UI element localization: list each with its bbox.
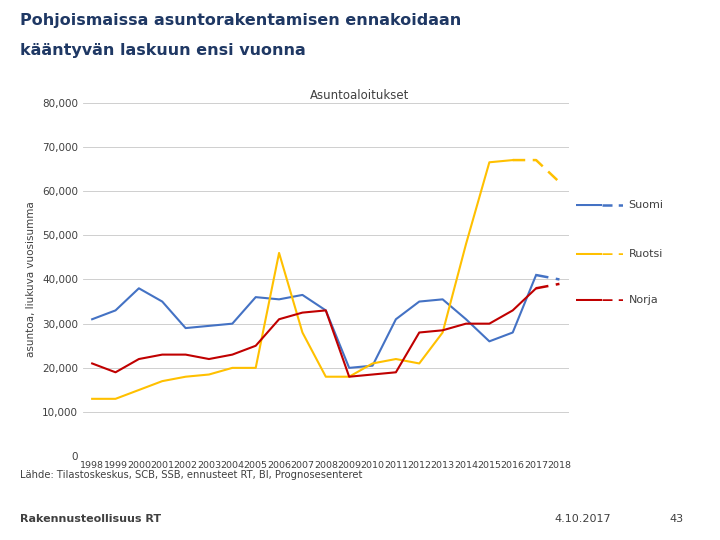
Text: 4.10.2017: 4.10.2017	[554, 514, 611, 524]
Text: Pohjoismaissa asuntorakentamisen ennakoidaan: Pohjoismaissa asuntorakentamisen ennakoi…	[20, 14, 462, 29]
Text: Ruotsi: Ruotsi	[629, 249, 663, 259]
Text: Asuntoaloitukset: Asuntoaloitukset	[310, 89, 410, 102]
Text: Norja: Norja	[629, 295, 658, 305]
Text: Rakennusteollisuus RT: Rakennusteollisuus RT	[20, 514, 161, 524]
Text: Suomi: Suomi	[629, 200, 664, 210]
Text: Lähde: Tilastoskeskus, SCB, SSB, ennusteet RT, BI, Prognosesenteret: Lähde: Tilastoskeskus, SCB, SSB, ennuste…	[20, 470, 363, 480]
Y-axis label: asuntoa, liukuva vuosisumma: asuntoa, liukuva vuosisumma	[27, 201, 37, 357]
Text: kääntyvän laskuun ensi vuonna: kääntyvän laskuun ensi vuonna	[20, 43, 306, 58]
Text: 43: 43	[670, 514, 684, 524]
